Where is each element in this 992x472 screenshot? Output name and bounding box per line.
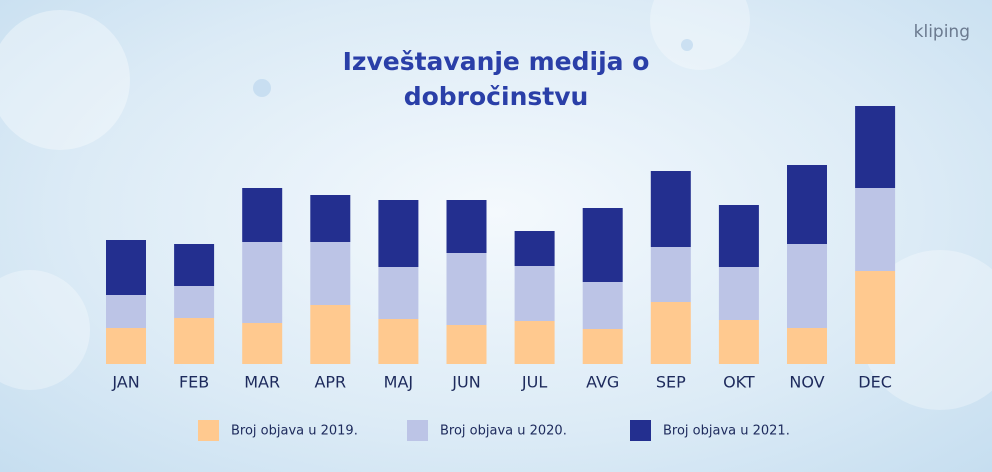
bar-segment <box>650 171 691 247</box>
bar-segment <box>855 188 896 271</box>
bar-segment <box>582 208 623 282</box>
bar-segment <box>242 188 283 242</box>
x-tick-label: APR <box>314 373 346 392</box>
bar-segment <box>174 318 215 364</box>
bar-segment <box>650 302 691 364</box>
legend-label: Broj objava u 2020. <box>440 424 567 439</box>
bar-segment <box>446 325 487 364</box>
logo: kliping <box>913 22 970 42</box>
bar-segment <box>378 319 419 364</box>
bar-segment <box>787 244 827 328</box>
x-tick-label: AVG <box>586 373 619 392</box>
bar-segment <box>514 321 555 364</box>
chart-title: Izveštavanje medija o dobročinstvu <box>342 47 650 111</box>
x-tick-label: FEB <box>179 373 209 392</box>
bar-segment <box>106 328 146 364</box>
bar-segment <box>582 329 623 364</box>
bar-segment <box>514 231 555 266</box>
bar-segment <box>106 295 146 328</box>
bar-segment <box>718 320 759 364</box>
bar-segment <box>310 242 351 305</box>
x-tick-label: JUL <box>521 373 547 392</box>
bar-segment <box>242 242 283 323</box>
bar-segment <box>855 106 896 188</box>
x-tick-label: MAJ <box>384 373 413 392</box>
bar-segment <box>446 200 487 253</box>
bar-segment <box>787 165 827 244</box>
legend-swatch <box>407 420 428 441</box>
x-tick-label: JUN <box>451 373 480 392</box>
bar-segment <box>174 286 215 318</box>
bar-segment <box>718 267 759 320</box>
bar-segment <box>174 244 215 286</box>
legend-swatch <box>198 420 219 441</box>
bar-segment <box>446 253 487 325</box>
bar-segment <box>582 282 623 329</box>
bar-segment <box>650 247 691 302</box>
legend-label: Broj objava u 2019. <box>231 424 358 439</box>
x-tick-label: SEP <box>656 373 686 392</box>
bar-segment <box>242 323 283 364</box>
bar-segment <box>718 205 759 267</box>
bar-segment <box>514 266 555 321</box>
bar-segment <box>378 200 419 267</box>
bar-segment <box>855 271 896 364</box>
legend-label: Broj objava u 2021. <box>663 424 790 439</box>
bar-segment <box>310 305 351 364</box>
x-tick-label: JAN <box>111 373 139 392</box>
bar-segment <box>310 195 351 242</box>
bar-segment <box>787 328 827 364</box>
x-tick-label: NOV <box>789 373 824 392</box>
x-tick-label: OKT <box>723 373 755 392</box>
x-tick-label: DEC <box>858 373 892 392</box>
bar-segment <box>106 240 146 295</box>
bar-segment <box>378 267 419 319</box>
x-tick-label: MAR <box>244 373 280 392</box>
legend-swatch <box>630 420 651 441</box>
